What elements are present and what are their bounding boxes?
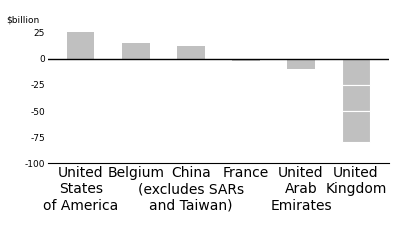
Bar [177,46,204,59]
Bar [122,43,150,59]
Bar [342,111,370,143]
Bar [232,59,260,61]
Text: $billion: $billion [7,15,40,25]
Bar [342,85,370,111]
Bar [67,32,94,59]
Bar [287,59,315,69]
Bar [342,59,370,85]
